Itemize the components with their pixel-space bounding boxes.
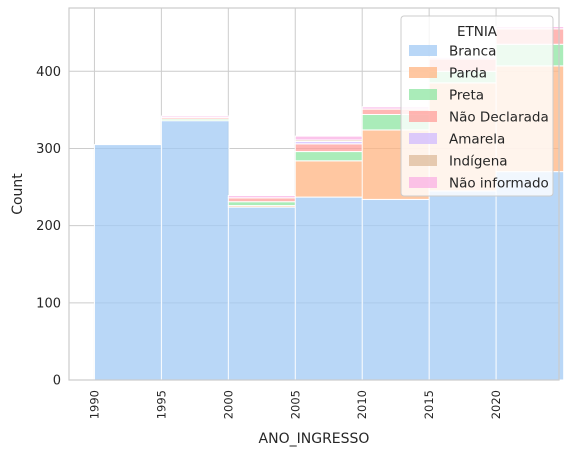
legend-label: Branca [449, 44, 496, 60]
y-tick-label: 200 [36, 219, 61, 234]
legend-label: Não Declarada [449, 110, 549, 126]
y-tick-label: 300 [36, 142, 61, 157]
x-axis-title: ANO_INGRESSO [259, 431, 370, 447]
bar-segment [93, 144, 163, 381]
bar-segment [495, 171, 565, 381]
bar-segment [428, 190, 498, 381]
x-tick-label: 2000 [221, 390, 235, 419]
legend-label: Preta [449, 88, 484, 104]
axes-frame [68, 7, 560, 381]
legend-swatch [409, 133, 437, 144]
legend-label: Indígena [449, 154, 508, 170]
bar-segment [227, 195, 297, 199]
x-tick-label: 1990 [87, 390, 101, 419]
x-axis-ticks: 1990 1995 2000 2005 2010 2015 2020 [87, 390, 503, 419]
x-tick-label: 1995 [154, 390, 168, 419]
y-axis-ticks: 0 100 200 300 400 [36, 65, 61, 389]
legend-swatch [409, 155, 437, 166]
bar-segment [294, 151, 364, 162]
x-tick-label: 2015 [422, 390, 436, 419]
x-tick-label: 2010 [355, 390, 369, 419]
legend-label: Parda [449, 66, 487, 82]
bar-segment [294, 160, 364, 198]
bar-segment [294, 135, 364, 141]
legend-swatch [409, 89, 437, 100]
bar-segment [361, 198, 431, 381]
bar-segment [294, 196, 364, 381]
y-tick-label: 0 [53, 374, 61, 389]
y-tick-label: 400 [36, 65, 61, 80]
legend-label: Amarela [449, 132, 505, 148]
legend-swatch [409, 45, 437, 56]
bar-segment [160, 115, 230, 119]
legend-label: Não informado [449, 176, 549, 192]
x-tick-label: 2020 [489, 390, 503, 419]
legend-frame [400, 15, 554, 197]
x-tick-label: 2005 [288, 390, 302, 419]
legend-swatch [409, 111, 437, 122]
bar-segment [227, 197, 297, 203]
legend-title: ETNIA [457, 24, 498, 40]
plot-border [68, 7, 560, 381]
legend-swatch [409, 67, 437, 78]
bar-segment [227, 201, 297, 207]
bar-segment [294, 143, 364, 153]
y-tick-label: 100 [36, 296, 61, 311]
bar-segment [227, 206, 297, 381]
bar-segment [160, 120, 230, 381]
y-axis-title: Count [10, 173, 26, 215]
legend-swatch [409, 177, 437, 188]
legend: ETNIA Branca Parda Preta Não Declarada Amare… [400, 15, 554, 197]
